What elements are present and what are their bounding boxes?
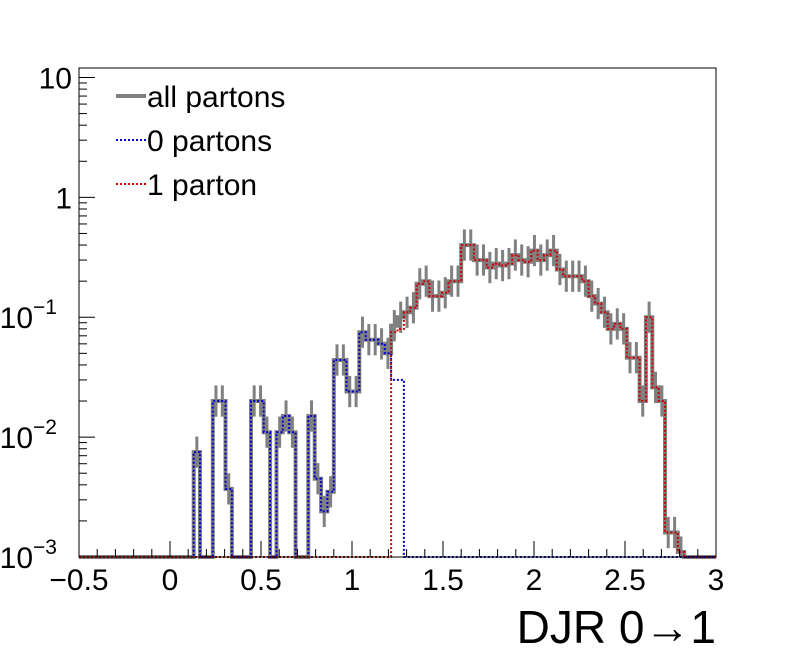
legend-label: 1 parton <box>147 169 257 202</box>
series-1-parton <box>79 244 716 558</box>
x-tick-label: 1 <box>344 564 361 597</box>
y-tick-base: 1 <box>55 182 72 215</box>
x-tick-label: 0.5 <box>240 564 282 597</box>
y-tick-exponent: −1 <box>33 296 57 319</box>
y-tick-label: 10−3 <box>0 536 57 575</box>
y-tick-base: 10 <box>39 62 72 95</box>
y-tick-base: 10 <box>0 422 33 455</box>
y-tick-label: 10−2 <box>0 416 57 455</box>
legend-label: all partons <box>147 81 285 114</box>
legend: all partons 0 partons 1 parton <box>116 81 285 202</box>
x-axis-title: DJR 0→1 <box>517 601 716 653</box>
y-tick-exponent: −2 <box>33 416 57 439</box>
legend-label: 0 partons <box>147 125 272 158</box>
x-axis: −0.5 0 0.5 1 1.5 2 2.5 3 <box>49 541 724 597</box>
x-tick-label: 3 <box>708 564 725 597</box>
x-tick-label: 2.5 <box>604 564 646 597</box>
y-tick-label: 10 <box>39 62 72 95</box>
x-tick-label: −0.5 <box>49 564 108 597</box>
y-tick-base: 10 <box>0 542 33 575</box>
x-tick-label: 2 <box>526 564 543 597</box>
y-tick-base: 10 <box>0 302 33 335</box>
y-tick-label: 1 <box>55 182 72 215</box>
x-tick-label: 1.5 <box>422 564 464 597</box>
y-tick-label: 10−1 <box>0 296 57 335</box>
y-tick-exponent: −3 <box>33 536 57 559</box>
x-tick-label: 0 <box>162 564 179 597</box>
series-line <box>79 244 716 558</box>
plot-frame <box>78 67 717 558</box>
